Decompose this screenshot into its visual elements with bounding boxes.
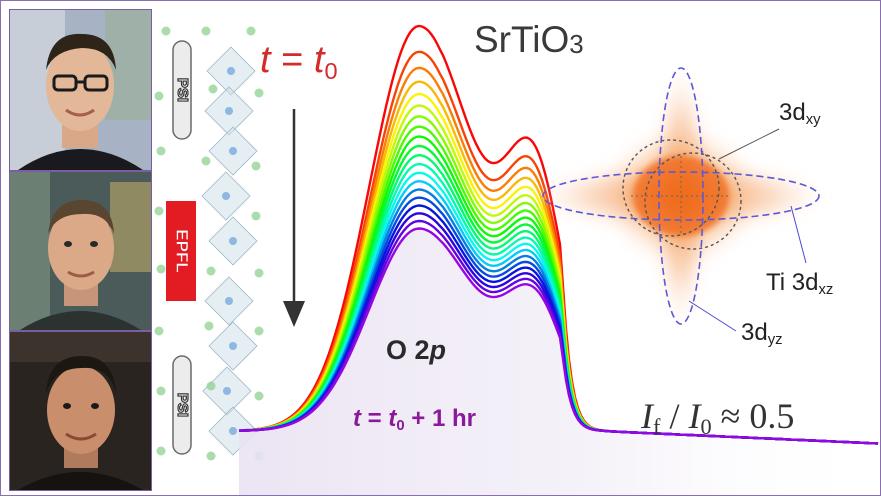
lattice-sr-atom bbox=[154, 326, 164, 336]
intensity-ratio: If / I0 ≈ 0.5 bbox=[641, 395, 795, 440]
time-end-eq: = bbox=[361, 405, 389, 432]
epfl-logo: EPFL bbox=[166, 201, 196, 301]
compound-title-base: SrTiO bbox=[474, 19, 570, 60]
ratio-approx: ≈ 0.5 bbox=[711, 396, 795, 436]
crystal-lattice bbox=[154, 26, 264, 461]
lattice-ti-atom bbox=[222, 192, 230, 200]
lattice-sr-atom bbox=[156, 386, 166, 396]
lattice-sr-atom bbox=[156, 264, 166, 274]
author-photo-3-image bbox=[10, 332, 151, 490]
lattice-sr-atom bbox=[161, 26, 171, 36]
lattice-sr-atom bbox=[254, 326, 264, 336]
lattice-sr-atom bbox=[156, 446, 166, 456]
lattice-sr-atom bbox=[208, 84, 218, 94]
time-start-eq: = bbox=[270, 39, 314, 81]
lattice-sr-atom bbox=[251, 211, 261, 221]
ratio-num-sub: f bbox=[653, 414, 661, 440]
orbital-leader-lines bbox=[688, 128, 807, 332]
time-start-var: t bbox=[260, 39, 271, 81]
lattice-sr-atom bbox=[254, 268, 264, 278]
lattice-sr-atom bbox=[254, 391, 264, 401]
lattice-sr-atom bbox=[154, 91, 164, 101]
band-label-italic: p bbox=[429, 335, 447, 365]
lattice-sr-atom bbox=[201, 26, 211, 36]
time-end-label: t = t0 + 1 hr bbox=[353, 405, 477, 435]
compound-title: SrTiO3 bbox=[474, 19, 584, 61]
orbital-xz-base: Ti 3d bbox=[766, 269, 819, 296]
psi-logo-bottom: PSI bbox=[172, 355, 192, 455]
orbital-outlines bbox=[542, 67, 820, 325]
orbital-label-xz: Ti 3dxz bbox=[766, 269, 834, 299]
lattice-ti-atom bbox=[227, 67, 235, 75]
time-arrow bbox=[283, 109, 305, 327]
ratio-den: I bbox=[688, 396, 701, 436]
ratio-num: I bbox=[641, 396, 653, 436]
orbital-label-xy: 3dxy bbox=[779, 99, 821, 129]
spectra-curves bbox=[238, 24, 879, 445]
time-end-rest: + 1 hr bbox=[404, 405, 477, 432]
lattice-ti-atom bbox=[229, 342, 237, 350]
lattice-sr-atom bbox=[156, 146, 166, 156]
time-start-sub: 0 bbox=[324, 57, 338, 84]
orbital-xy-base: 3d bbox=[779, 99, 806, 126]
lattice-sr-atom bbox=[206, 381, 216, 391]
spectrum-fill-area bbox=[239, 228, 880, 495]
orbital-label-yz: 3dyz bbox=[741, 319, 783, 349]
lattice-ti-atom bbox=[225, 107, 233, 115]
lattice-sr-atom bbox=[251, 161, 261, 171]
lattice-ti-atom bbox=[229, 427, 237, 435]
ratio-slash: / bbox=[660, 396, 689, 436]
compound-title-sub: 3 bbox=[569, 31, 584, 60]
author-photo-1 bbox=[9, 9, 152, 171]
orbital-yz-base: 3d bbox=[741, 319, 768, 346]
epfl-logo-text: EPFL bbox=[173, 229, 192, 272]
psi-logo-top: PSI bbox=[172, 40, 192, 140]
ratio-den-sub: 0 bbox=[700, 414, 712, 440]
lattice-sr-atom bbox=[206, 266, 216, 276]
orbital-xz-sub: xz bbox=[818, 282, 834, 299]
lattice-ti-atom bbox=[229, 237, 237, 245]
psi-logo-top-text: PSI bbox=[174, 78, 191, 102]
lattice-sr-atom bbox=[204, 321, 214, 331]
time-end-sub: 0 bbox=[396, 418, 405, 435]
lattice-sr-atom bbox=[154, 206, 164, 216]
time-end-var: t bbox=[353, 405, 361, 432]
time-start-label: t = t0 bbox=[260, 39, 338, 84]
lattice-sr-atom bbox=[246, 26, 256, 36]
lattice-ti-atom bbox=[229, 147, 237, 155]
orbital-yz-sub: yz bbox=[767, 332, 783, 349]
orbital-xy-sub: xy bbox=[805, 112, 821, 129]
author-photo-2 bbox=[9, 171, 152, 331]
lattice-sr-atom bbox=[201, 156, 211, 166]
spectrum-curve bbox=[239, 227, 879, 445]
lattice-ti-atom bbox=[223, 387, 231, 395]
author-photo-2-image bbox=[10, 172, 151, 330]
lattice-ti-atom bbox=[225, 297, 233, 305]
time-start-t0: t bbox=[313, 39, 325, 81]
time-end-t0: t bbox=[388, 405, 397, 432]
author-photo-3 bbox=[9, 331, 152, 491]
lattice-sr-atom bbox=[206, 451, 216, 461]
band-label: O 2p bbox=[386, 335, 446, 366]
band-label-text: O 2 bbox=[386, 335, 430, 365]
psi-logo-bottom-text: PSI bbox=[174, 393, 191, 417]
lattice-sr-atom bbox=[254, 88, 264, 98]
author-photo-1-image bbox=[10, 10, 151, 170]
